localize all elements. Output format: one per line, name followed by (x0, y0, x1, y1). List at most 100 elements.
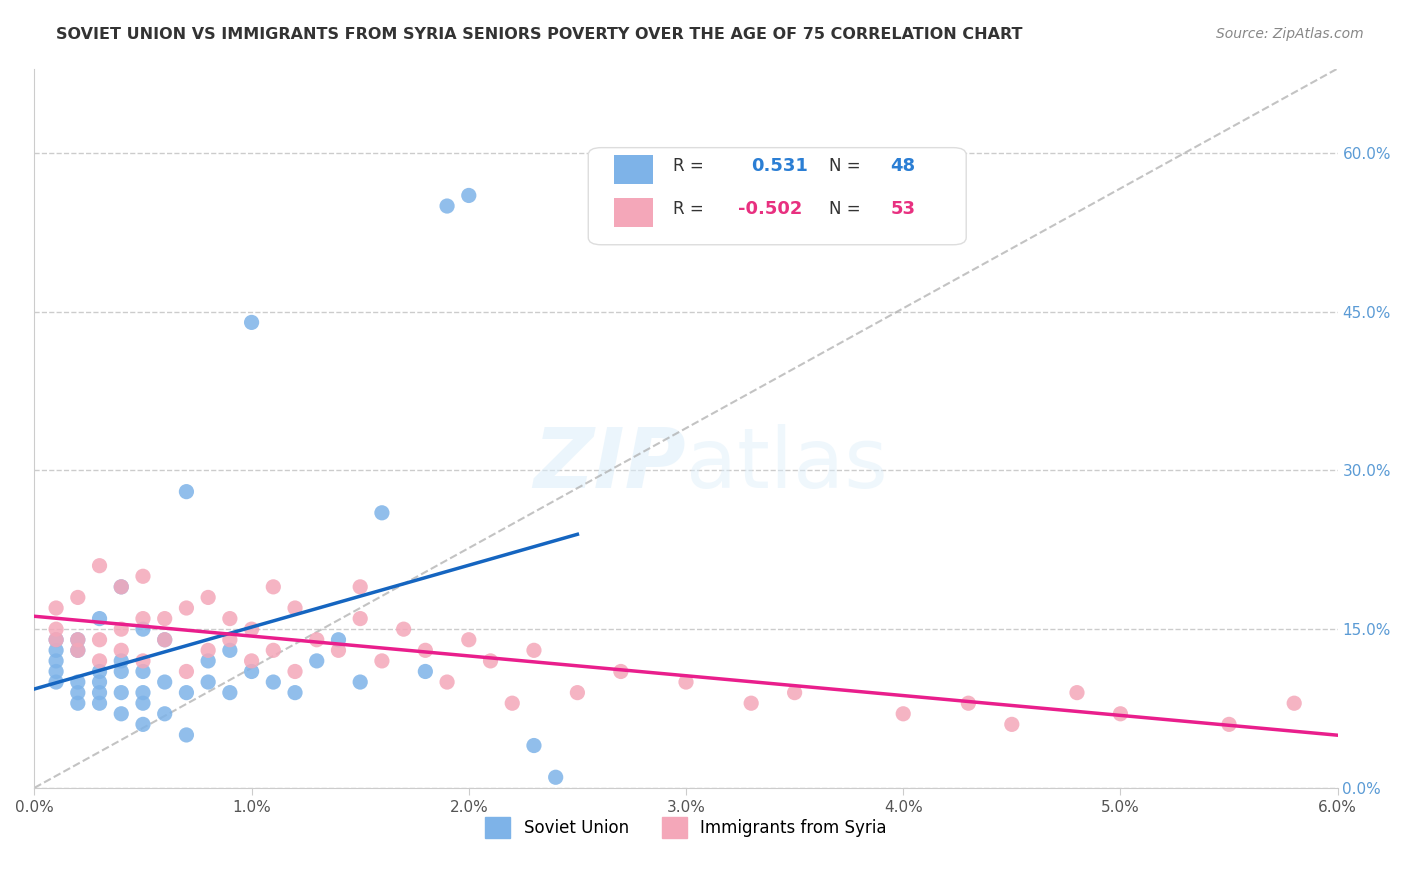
Text: 48: 48 (890, 157, 915, 175)
Point (45, 632, 67, 647)
Point (153, 706, 176, 721)
Point (479, 654, 502, 668)
Point (197, 675, 219, 690)
Point (89, 558, 111, 573)
Point (284, 601, 307, 615)
Text: 53: 53 (890, 200, 915, 218)
Point (284, 665, 307, 679)
Point (567, 685, 589, 699)
Point (153, 632, 176, 647)
Point (66, 643, 89, 657)
Point (45, 675, 67, 690)
Point (176, 665, 198, 679)
Point (89, 654, 111, 668)
Point (957, 696, 980, 710)
Point (197, 643, 219, 657)
Point (218, 611, 240, 625)
Point (218, 643, 240, 657)
Point (436, 199, 458, 213)
Point (45, 601, 67, 615)
Point (1066, 685, 1088, 699)
Text: R =: R = (673, 200, 709, 218)
Point (501, 696, 523, 710)
Point (544, 770, 567, 784)
Point (89, 611, 111, 625)
Point (415, 665, 437, 679)
Point (132, 685, 155, 699)
Point (305, 632, 328, 647)
Bar (614, 198, 654, 227)
Point (45, 622, 67, 636)
Point (66, 696, 89, 710)
Point (457, 188, 479, 202)
Point (66, 591, 89, 605)
Point (240, 665, 263, 679)
Point (153, 632, 176, 647)
Point (523, 643, 546, 657)
Point (45, 654, 67, 668)
Text: R =: R = (673, 157, 714, 175)
Point (110, 665, 132, 679)
Point (110, 685, 132, 699)
Point (610, 665, 633, 679)
Point (66, 685, 89, 699)
Point (66, 632, 89, 647)
Point (1109, 706, 1132, 721)
Point (89, 685, 111, 699)
Text: SOVIET UNION VS IMMIGRANTS FROM SYRIA SENIORS POVERTY OVER THE AGE OF 75 CORRELA: SOVIET UNION VS IMMIGRANTS FROM SYRIA SE… (56, 27, 1022, 42)
Point (262, 643, 284, 657)
Point (675, 675, 697, 690)
Point (349, 611, 371, 625)
Point (153, 611, 176, 625)
Point (132, 717, 155, 731)
Point (371, 654, 394, 668)
Point (110, 622, 132, 636)
Point (45, 665, 67, 679)
Text: Source: ZipAtlas.com: Source: ZipAtlas.com (1216, 27, 1364, 41)
Legend: Soviet Union, Immigrants from Syria: Soviet Union, Immigrants from Syria (478, 811, 893, 844)
Point (240, 622, 263, 636)
Text: N =: N = (830, 157, 866, 175)
Point (349, 580, 371, 594)
Point (415, 643, 437, 657)
Point (176, 728, 198, 742)
Point (45, 632, 67, 647)
Point (218, 632, 240, 647)
Point (240, 654, 263, 668)
Point (66, 675, 89, 690)
Point (1282, 696, 1305, 710)
Point (457, 632, 479, 647)
Point (1001, 717, 1024, 731)
Text: N =: N = (830, 200, 866, 218)
Point (328, 643, 350, 657)
Point (153, 675, 176, 690)
Point (262, 675, 284, 690)
Text: ZIP: ZIP (533, 424, 686, 505)
Point (262, 580, 284, 594)
Point (89, 696, 111, 710)
Point (110, 580, 132, 594)
Point (110, 706, 132, 721)
Point (132, 654, 155, 668)
Text: -0.502: -0.502 (738, 200, 803, 218)
Point (740, 696, 762, 710)
Point (132, 696, 155, 710)
Point (436, 675, 458, 690)
Point (89, 632, 111, 647)
Point (1218, 717, 1240, 731)
Point (197, 654, 219, 668)
Point (89, 675, 111, 690)
Bar (614, 155, 654, 184)
Point (392, 622, 415, 636)
Point (328, 632, 350, 647)
Point (89, 665, 111, 679)
Point (891, 706, 914, 721)
Point (132, 622, 155, 636)
Point (176, 484, 198, 499)
Point (132, 665, 155, 679)
Point (176, 685, 198, 699)
Text: atlas: atlas (686, 424, 887, 505)
Point (132, 569, 155, 583)
Point (45, 643, 67, 657)
Point (240, 315, 263, 329)
